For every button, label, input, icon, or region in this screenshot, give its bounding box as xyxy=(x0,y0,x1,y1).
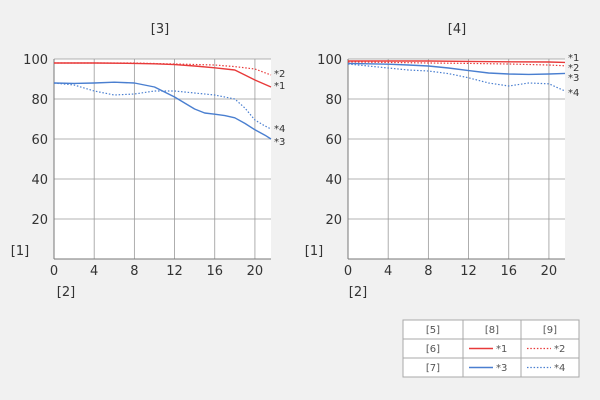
legend-solid-text: *1 xyxy=(496,344,507,355)
legend-row-label: [6] xyxy=(426,344,440,355)
y-tick-label: 80 xyxy=(31,93,48,108)
curve-label: *4 xyxy=(568,88,579,99)
y-tick-label: 20 xyxy=(325,213,342,228)
y-tick-label: 100 xyxy=(317,53,342,68)
x-tick-label: 4 xyxy=(90,264,98,279)
x-tick-label: 0 xyxy=(344,264,352,279)
mtf-chart-right: 20 40 60 80 100 0 4 8 12 16 20 [4] [1] [2] *1*2*3 *4 xyxy=(305,22,580,300)
curve-label: *3 xyxy=(568,73,579,84)
series-line-curve-2 xyxy=(54,62,272,76)
y-tick-label: 100 xyxy=(23,53,48,68)
y-tick-label: 60 xyxy=(31,133,48,148)
x-tick-label: 4 xyxy=(384,264,392,279)
legend-dotted-text: *2 xyxy=(554,344,565,355)
series-line-curve-1 xyxy=(348,60,566,64)
legend-header-cell: [8] xyxy=(485,325,499,336)
series-line-curve-4 xyxy=(53,82,272,130)
curve-label: *3 xyxy=(274,137,285,148)
legend-header-cell: [9] xyxy=(543,325,557,336)
curve-label: *2 xyxy=(274,69,285,80)
x-tick-label: 16 xyxy=(206,264,223,279)
y-axis-label: [1] xyxy=(11,244,29,259)
mtf-chart-left: 20 40 60 80 100 0 4 8 12 16 20 [3] [1] [2] *2*1 *4 *3 xyxy=(11,22,286,300)
chart-title: [3] xyxy=(151,22,169,37)
x-tick-label: 20 xyxy=(247,264,264,279)
legend-table: [5] [8] [9] [6] *1 *2 [7] *3 *4 xyxy=(402,319,580,378)
chart-title: [4] xyxy=(448,22,466,37)
x-tick-label: 8 xyxy=(130,264,138,279)
x-tick-label: 8 xyxy=(424,264,432,279)
x-tick-label: 12 xyxy=(166,264,183,279)
series-line-curve-3 xyxy=(53,81,272,140)
x-axis-label: [2] xyxy=(57,285,75,300)
curve-label: *4 xyxy=(274,124,285,135)
legend-solid-text: *3 xyxy=(496,363,507,374)
legend-dotted-text: *4 xyxy=(554,363,565,374)
series-line-curve-2 xyxy=(347,61,566,67)
y-tick-label: 40 xyxy=(325,173,342,188)
series-line-curve-3 xyxy=(347,62,566,76)
legend-row-label: [7] xyxy=(426,363,440,374)
plot-area xyxy=(348,59,565,259)
x-tick-label: 0 xyxy=(50,264,58,279)
x-tick-label: 12 xyxy=(460,264,477,279)
y-tick-label: 60 xyxy=(325,133,342,148)
y-tick-label: 20 xyxy=(31,213,48,228)
curve-label: *1 xyxy=(568,53,579,64)
y-tick-label: 40 xyxy=(31,173,48,188)
curve-label: *2 xyxy=(568,63,579,74)
legend-header-cell: [5] xyxy=(426,325,440,336)
x-axis-label: [2] xyxy=(349,285,367,300)
plot-area xyxy=(54,59,271,259)
y-tick-label: 80 xyxy=(325,93,342,108)
x-tick-label: 16 xyxy=(500,264,517,279)
y-axis-label: [1] xyxy=(305,244,323,259)
x-tick-label: 20 xyxy=(541,264,558,279)
series-line-curve-4 xyxy=(347,63,566,92)
curve-label: *1 xyxy=(274,81,285,92)
